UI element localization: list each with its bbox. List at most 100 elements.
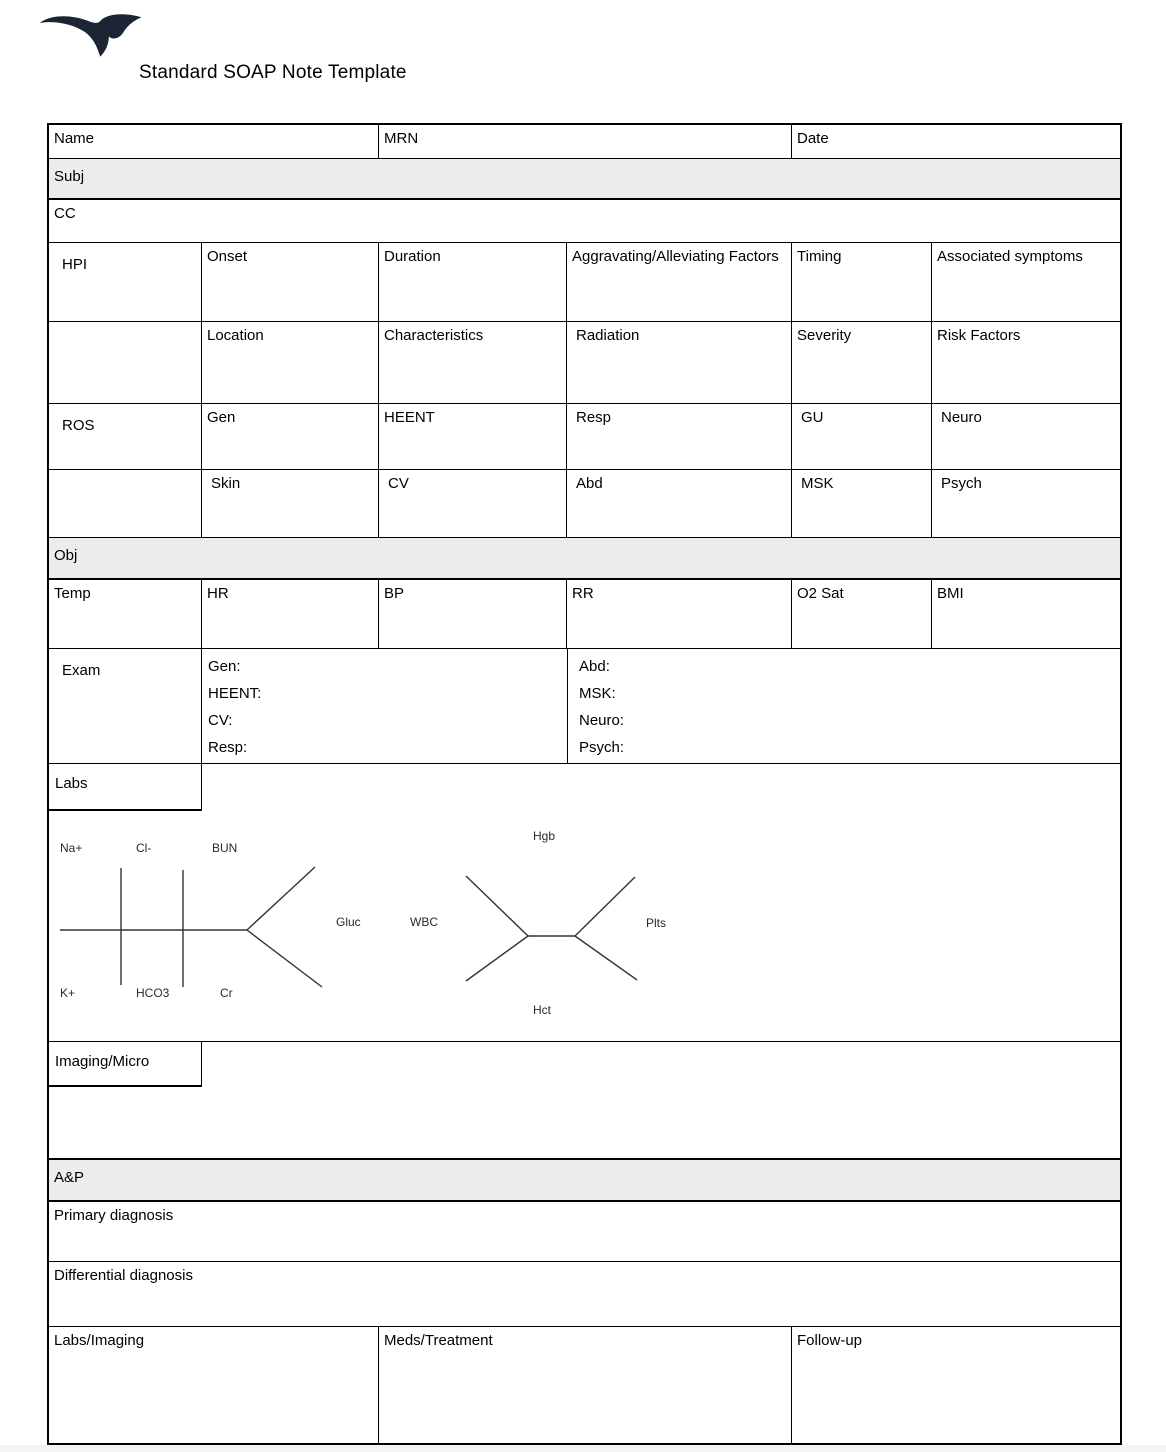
ros-heent-cell[interactable]: HEENT	[379, 404, 567, 469]
lab-na-label: Na+	[60, 841, 83, 855]
imaging-micro-label: Imaging/Micro	[55, 1053, 150, 1070]
ros-resp-cell[interactable]: Resp	[567, 404, 792, 469]
primary-diagnosis-cell[interactable]: Primary diagnosis	[49, 1202, 1120, 1261]
ros-label-cell: ROS	[49, 404, 202, 469]
cc-field-cell[interactable]: CC	[49, 200, 1120, 242]
lab-plts-label: Plts	[646, 916, 667, 930]
hpi-timing-label: Timing	[797, 248, 842, 265]
exam-right-column-cell[interactable]: Abd: MSK: Neuro: Psych:	[568, 649, 1120, 763]
ros-gu-cell[interactable]: GU	[792, 404, 932, 469]
hpi-duration-label: Duration	[384, 248, 441, 265]
name-field-cell[interactable]: Name	[49, 125, 379, 158]
exam-abd-label: Abd:	[579, 658, 610, 675]
bp-cell[interactable]: BP	[379, 580, 567, 648]
exam-msk-label: MSK:	[579, 685, 616, 702]
ros-blank-cell[interactable]	[49, 470, 202, 537]
ros-msk-label: MSK	[801, 475, 834, 492]
hpi-onset-label: Onset	[207, 248, 248, 265]
ros-psych-cell[interactable]: Psych	[932, 470, 1120, 537]
bmi-label: BMI	[937, 585, 964, 602]
ros-cv-cell[interactable]: CV	[379, 470, 567, 537]
assessment-plan-section-bar: A&P	[49, 1160, 1120, 1202]
ros-skin-cell[interactable]: Skin	[202, 470, 379, 537]
primary-diagnosis-label: Primary diagnosis	[54, 1207, 174, 1224]
ros-gen-cell[interactable]: Gen	[202, 404, 379, 469]
hpi-radiation-cell[interactable]: Radiation	[567, 322, 792, 403]
ros-label: ROS	[62, 417, 95, 434]
hpi-blank-cell[interactable]	[49, 322, 202, 403]
lab-cl-label: Cl-	[136, 841, 152, 855]
meds-treatment-label: Meds/Treatment	[384, 1332, 493, 1349]
hpi-risk-factors-cell[interactable]: Risk Factors	[932, 322, 1120, 403]
hpi-duration-cell[interactable]: Duration	[379, 243, 567, 321]
hpi-onset-cell[interactable]: Onset	[202, 243, 379, 321]
ros-skin-label: Skin	[211, 475, 241, 492]
lab-hgb-label: Hgb	[533, 829, 556, 843]
ros-resp-label: Resp	[576, 409, 612, 426]
objective-section-label: Obj	[54, 547, 78, 564]
ros-heent-label: HEENT	[384, 409, 435, 426]
page-title: Standard SOAP Note Template	[139, 62, 407, 83]
exam-psych-label: Psych:	[579, 739, 625, 756]
exam-resp-label: Resp:	[208, 739, 248, 756]
lab-hco3-label: HCO3	[136, 986, 170, 1000]
ros-neuro-label: Neuro	[941, 409, 982, 426]
hr-cell[interactable]: HR	[202, 580, 379, 648]
follow-up-cell[interactable]: Follow-up	[792, 1327, 1120, 1443]
lab-cr-label: Cr	[220, 986, 233, 1000]
hpi-severity-label: Severity	[797, 327, 852, 344]
ros-gen-label: Gen	[207, 409, 236, 426]
follow-up-label: Follow-up	[797, 1332, 863, 1349]
imaging-micro-section-area[interactable]: Imaging/Micro	[49, 1042, 1120, 1160]
ros-abd-label: Abd	[576, 475, 603, 492]
lab-fishbone-diagram	[60, 866, 638, 988]
assessment-plan-section-label: A&P	[54, 1169, 85, 1186]
rr-label: RR	[572, 585, 594, 602]
date-field-cell[interactable]: Date	[792, 125, 1120, 158]
identity-row: Name MRN Date	[49, 125, 1120, 159]
hpi-label: HPI	[62, 256, 88, 273]
bmi-cell[interactable]: BMI	[932, 580, 1120, 648]
soap-note-table: Name MRN Date Subj CC HPI Onset	[47, 123, 1122, 1445]
hpi-severity-cell[interactable]: Severity	[792, 322, 932, 403]
subjective-section-bar: Subj	[49, 159, 1120, 200]
exam-heent-label: HEENT:	[208, 685, 262, 702]
exam-label-cell: Exam	[49, 649, 202, 763]
exam-cv-label: CV:	[208, 712, 233, 729]
hpi-label-cell: HPI	[49, 243, 202, 321]
mrn-field-cell[interactable]: MRN	[379, 125, 792, 158]
ros-psych-label: Psych	[941, 475, 982, 492]
hpi-aggravating-label: Aggravating/Alleviating Factors	[572, 248, 779, 265]
ros-msk-cell[interactable]: MSK	[792, 470, 932, 537]
differential-diagnosis-label: Differential diagnosis	[54, 1267, 193, 1284]
ros-abd-cell[interactable]: Abd	[567, 470, 792, 537]
hpi-associated-symptoms-cell[interactable]: Associated symptoms	[932, 243, 1120, 321]
o2sat-label: O2 Sat	[797, 585, 844, 602]
labs-label: Labs	[55, 775, 88, 792]
differential-diagnosis-row: Differential diagnosis	[49, 1262, 1120, 1327]
meds-treatment-cell[interactable]: Meds/Treatment	[379, 1327, 792, 1443]
hpi-row-1: HPI Onset Duration Aggravating/Alleviati…	[49, 243, 1120, 322]
exam-gen-label: Gen:	[208, 658, 241, 675]
exam-left-column-cell[interactable]: Gen: HEENT: CV: Resp:	[202, 649, 568, 763]
hpi-location-cell[interactable]: Location	[202, 322, 379, 403]
lab-wbc-label: WBC	[410, 915, 438, 929]
vitals-row: Temp HR BP RR O2 Sat BMI	[49, 580, 1120, 649]
labs-imaging-cell[interactable]: Labs/Imaging	[49, 1327, 379, 1443]
o2sat-cell[interactable]: O2 Sat	[792, 580, 932, 648]
hpi-aggravating-cell[interactable]: Aggravating/Alleviating Factors	[567, 243, 792, 321]
temp-cell[interactable]: Temp	[49, 580, 202, 648]
labs-section-area[interactable]: Labs Na+ Cl-	[49, 764, 1120, 1042]
lab-gluc-label: Gluc	[336, 915, 361, 929]
differential-diagnosis-cell[interactable]: Differential diagnosis	[49, 1262, 1120, 1326]
ros-neuro-cell[interactable]: Neuro	[932, 404, 1120, 469]
ros-row-1: ROS Gen HEENT Resp GU Neuro	[49, 404, 1120, 470]
exam-neuro-label: Neuro:	[579, 712, 625, 729]
hpi-characteristics-cell[interactable]: Characteristics	[379, 322, 567, 403]
exam-row: Exam Gen: HEENT: CV: Resp: Abd: MSK: Neu…	[49, 649, 1120, 764]
labs-imaging-label: Labs/Imaging	[54, 1332, 145, 1349]
hpi-timing-cell[interactable]: Timing	[792, 243, 932, 321]
rr-cell[interactable]: RR	[567, 580, 792, 648]
objective-section-bar: Obj	[49, 538, 1120, 580]
